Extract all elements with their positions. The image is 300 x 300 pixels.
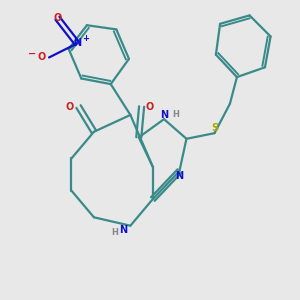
Text: O: O <box>66 101 74 112</box>
Text: N: N <box>73 38 81 48</box>
Text: O: O <box>146 101 154 112</box>
Text: O: O <box>53 13 62 23</box>
Text: H: H <box>112 228 118 237</box>
Text: H: H <box>172 110 179 119</box>
Text: N: N <box>176 171 184 181</box>
Text: O: O <box>37 52 45 62</box>
Text: N: N <box>119 225 128 235</box>
Text: +: + <box>82 34 89 43</box>
Text: −: − <box>28 49 36 59</box>
Text: N: N <box>160 110 168 120</box>
Text: S: S <box>211 123 218 133</box>
